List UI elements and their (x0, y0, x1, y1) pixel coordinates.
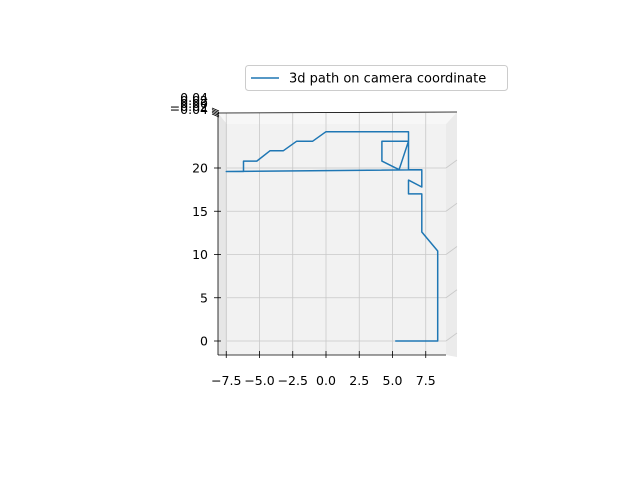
legend-label: 3d path on camera coordinate (289, 72, 486, 87)
x-tick-label: 7.5 (416, 373, 436, 388)
x-tick-label: −2.5 (278, 373, 308, 388)
z-tick-mark (211, 109, 220, 113)
y-gridline-side (445, 289, 458, 299)
series-line-0 (225, 130, 439, 342)
z-tick-label: 0.04 (180, 90, 208, 105)
series (225, 130, 439, 342)
y-gridline-side (445, 332, 458, 342)
z-tick-label: −0.02 (170, 99, 208, 114)
x-tick-label: 5.0 (383, 373, 403, 388)
top-pane (218, 112, 457, 124)
z-tick-mark (211, 107, 220, 112)
axes (211, 107, 458, 358)
x-tick-label: −5.0 (244, 373, 274, 388)
z-tick-label: 0.02 (180, 93, 208, 108)
y-tick-label: 5 (200, 290, 208, 305)
z-tick-label: 0.00 (180, 96, 208, 111)
legend: 3d path on camera coordinate (245, 65, 508, 91)
legend-frame (245, 65, 508, 91)
right-pane (446, 112, 457, 357)
x-tick-label: 2.5 (349, 373, 369, 388)
left-pane (218, 113, 227, 355)
y-gridline-side (445, 202, 458, 212)
x-tick-label: −7.5 (211, 373, 241, 388)
y-tick-label: 10 (192, 247, 208, 262)
z-tick-label: −0.04 (170, 102, 208, 117)
y-tick-label: 15 (192, 204, 208, 219)
y-tick-label: 20 (192, 161, 208, 176)
y-tick-label: 0 (200, 334, 208, 349)
tick-labels: −7.5 −5.0 −2.5 0.0 2.5 5.0 7.5 0 5 10 15 20 0.040.02… (170, 90, 436, 388)
z-axis-line (217, 111, 458, 114)
x-tick-label: 0.0 (316, 373, 336, 388)
y-gridline-side (445, 159, 458, 169)
y-gridline-side (445, 246, 458, 255)
back-pane (227, 124, 446, 355)
